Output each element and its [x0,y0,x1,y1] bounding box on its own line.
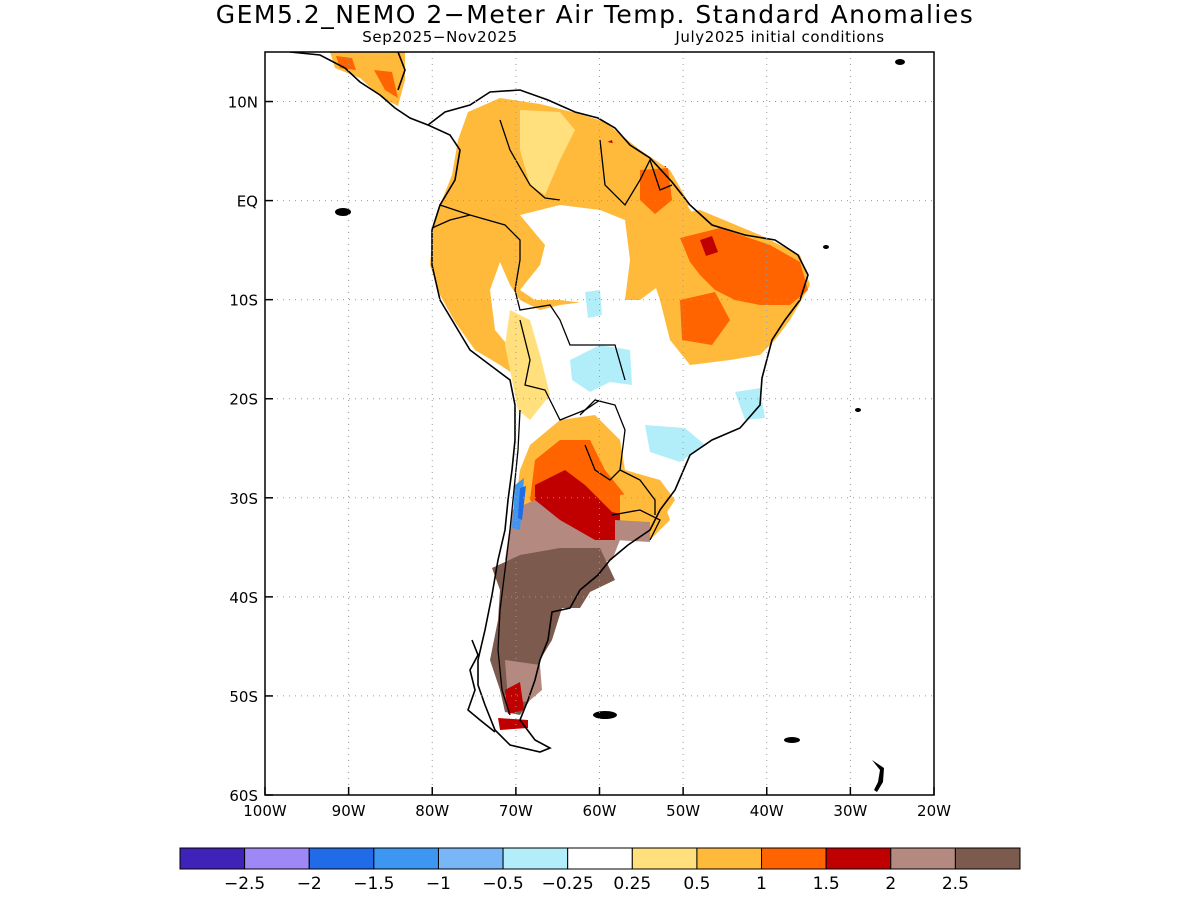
island-falklands [593,711,617,719]
border-paraguay [579,399,626,481]
map-subtitle: Sep2025−Nov2025 July2025 initial conditio… [0,28,1200,46]
anomaly-region-andes-light [505,310,550,420]
island-south-sandwich [872,760,884,792]
lat-tick-label: EQ [237,193,258,211]
anomaly-region-guianas-strong [640,168,672,214]
coastlines [289,52,809,753]
anomaly-region-andes-coldest [518,486,526,520]
colorbar-swatch [825,847,892,870]
anomaly-region-cool-southeast [585,290,765,462]
anomaly-region-northeast-strong [680,228,808,345]
colorbar-swatch [437,847,504,870]
lat-tick-label: 50S [229,688,258,706]
border-uruguay [611,509,661,541]
colorbar-label: −2 [297,874,322,894]
lon-tick-label: 40W [750,802,784,820]
colorbar-swatch [631,847,698,870]
coastline-south-america [426,89,809,753]
anomaly-region-cool-central [570,345,632,392]
island-galapagos [335,208,351,216]
lat-tick-label: 30S [229,490,258,508]
colorbar-swatch [954,847,1021,870]
anomaly-region-tierra-del-fuego [498,682,528,730]
lon-tick-label: 80W [415,802,449,820]
lat-tick-label: 40S [229,589,258,607]
colorbar-label: 2.5 [942,874,969,894]
anomaly-region-uruguay [615,520,650,542]
border-argentina-chile [497,409,521,716]
colorbar-swatch [502,847,569,870]
colorbar-label: 1 [756,874,767,894]
island-trindade [855,408,861,412]
colorbar-label: −2.5 [224,874,265,894]
border-colombia-venezuela [499,119,561,201]
lat-tick-label: 10N [228,94,258,112]
colorbar-label: 0.5 [683,874,710,894]
colorbar-label: −1 [426,874,451,894]
lat-tick-label: 60S [229,787,258,805]
colorbar-swatch [567,847,633,870]
initial-conditions: July2025 initial conditions [675,28,885,46]
island-caribbean [895,59,905,65]
colorbar-swatch [761,847,827,870]
island-fernando [823,245,829,249]
anomaly-region-amazon-neutral [520,205,630,305]
islands [335,59,905,792]
map-title: GEM5.2_NEMO 2−Meter Air Temp. Standard A… [215,0,975,29]
latitude-axis: 10N EQ 10S 20S 30S 40S 50S 60S [228,94,273,805]
lon-tick-label: 50W [666,802,700,820]
border-argentina-brazil [619,469,656,515]
anomaly-region-light-north [520,110,575,195]
border-colombia-peru [439,204,521,260]
colorbar-swatch [696,847,763,870]
lat-tick-label: 20S [229,391,258,409]
lon-tick-label: 100W [243,802,287,820]
lon-tick-label: 70W [499,802,533,820]
lon-tick-label: 90W [332,802,366,820]
lon-tick-label: 30W [833,802,867,820]
lat-tick-label: 10S [229,292,258,310]
colorbar-label: 0.25 [613,874,651,894]
lon-tick-label: 20W [917,802,951,820]
border-ecuador [431,214,471,229]
anomaly-region-central-america-strong [336,56,398,98]
forecast-period: Sep2025−Nov2025 [362,28,518,46]
colorbar-swatch [890,847,956,870]
colorbar: −2.5 −2 −1.5 −1 −0.5 −0.25 0.25 0.5 1 1.5 2 2.5 [179,847,1021,894]
coastline-chile-islands [467,639,496,733]
coastline-central-america [289,52,429,126]
colorbar-swatch [179,847,246,870]
colorbar-label: −0.5 [482,874,523,894]
colorbar-swatch [244,847,310,870]
border-guianas [599,139,673,207]
colorbar-swatch [308,847,375,870]
longitude-axis: 100W 90W 80W 70W 60W 50W 40W 30W 20W [243,787,951,820]
colorbar-swatch [373,847,439,870]
lon-tick-label: 60W [583,802,617,820]
colorbar-label: −1.5 [353,874,394,894]
colorbar-label: 2 [885,874,896,894]
island-south-georgia [784,737,800,743]
colorbar-label: −0.25 [542,874,594,894]
colorbar-label: 1.5 [813,874,840,894]
border-peru-brazil [514,259,626,381]
country-borders [431,119,673,716]
anomaly-shading [330,52,810,730]
